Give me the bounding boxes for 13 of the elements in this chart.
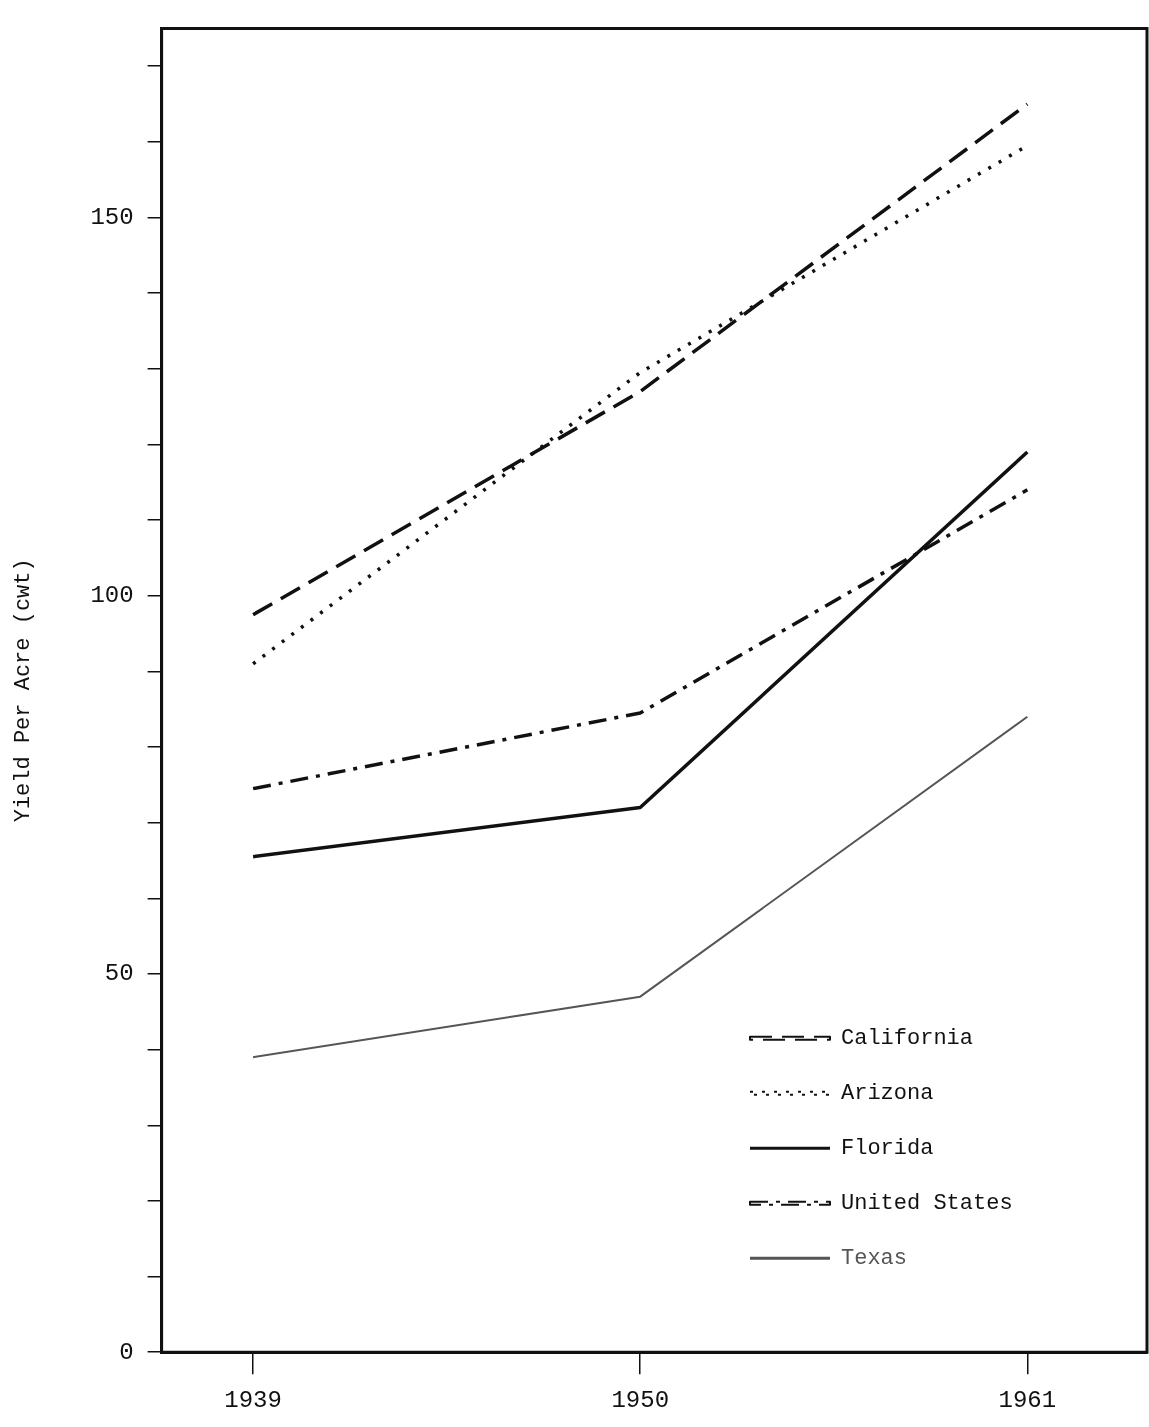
- legend-label: Arizona: [841, 1081, 934, 1107]
- legend-label: United States: [841, 1191, 1013, 1217]
- legend-label: Texas: [841, 1246, 908, 1272]
- legend-label: California: [841, 1026, 974, 1052]
- x-tick-label: 1961: [998, 1386, 1057, 1414]
- y-tick-label: 150: [90, 203, 134, 231]
- y-axis-title: Yield Per Acre (cwt): [11, 558, 37, 823]
- x-tick-label: 1950: [611, 1386, 670, 1414]
- y-tick-label: 50: [104, 960, 134, 988]
- y-tick-label: 0: [119, 1338, 134, 1366]
- legend-label: Florida: [841, 1136, 934, 1162]
- y-tick-label: 100: [90, 582, 134, 610]
- x-tick-label: 1939: [224, 1386, 282, 1414]
